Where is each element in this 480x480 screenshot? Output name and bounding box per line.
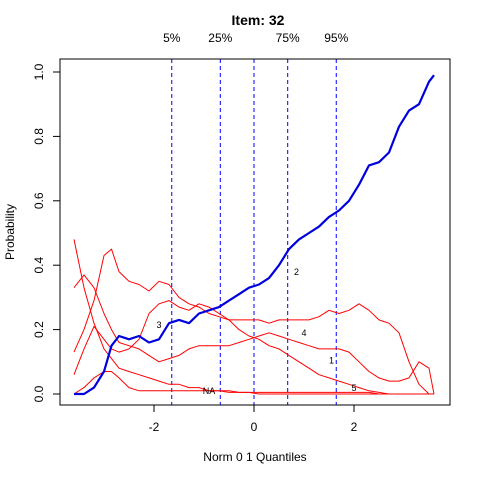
chart-title: Item: 32 <box>232 12 285 28</box>
curve-label: 4 <box>301 328 306 338</box>
quantile-lines: 5% 25% 75% 95% <box>163 31 349 405</box>
y-axis-label: Probability <box>3 204 17 260</box>
series-lines <box>73 74 435 396</box>
quantile-label: 75% <box>276 31 300 45</box>
quantile-label: 5% <box>163 31 181 45</box>
y-tick-label: 0.6 <box>32 192 46 209</box>
plot-frame <box>59 58 451 406</box>
curve-label: 1 <box>329 355 334 365</box>
y-tick-label: 0.8 <box>32 128 46 145</box>
y-tick-label: 0.0 <box>32 385 46 402</box>
x-tick-label: 2 <box>351 420 358 434</box>
x-tick-label: -2 <box>149 420 160 434</box>
y-tick-label: 1.0 <box>32 63 46 80</box>
y-tick-label: 0.2 <box>32 321 46 338</box>
option-line-na <box>73 239 434 395</box>
x-axis-label: Norm 0 1 Quantiles <box>203 450 306 464</box>
quantile-label: 25% <box>208 31 232 45</box>
option-line-1 <box>73 274 435 395</box>
quantile-label: 95% <box>324 31 348 45</box>
key-option-line <box>74 74 435 396</box>
curve-labels: 2 3 4 1 5 NA <box>156 267 356 396</box>
curve-label: NA <box>203 386 216 396</box>
option-line-4 <box>73 300 434 395</box>
curve-label: 5 <box>351 383 356 393</box>
y-tick-label: 0.4 <box>32 257 46 274</box>
curve-label: 3 <box>156 320 161 330</box>
x-tick-label: 0 <box>251 420 258 434</box>
y-axis: 0.0 0.2 0.4 0.6 0.8 1.0 <box>32 63 60 402</box>
x-axis: -2 0 2 <box>149 405 358 434</box>
curve-label: 2 <box>294 267 299 277</box>
